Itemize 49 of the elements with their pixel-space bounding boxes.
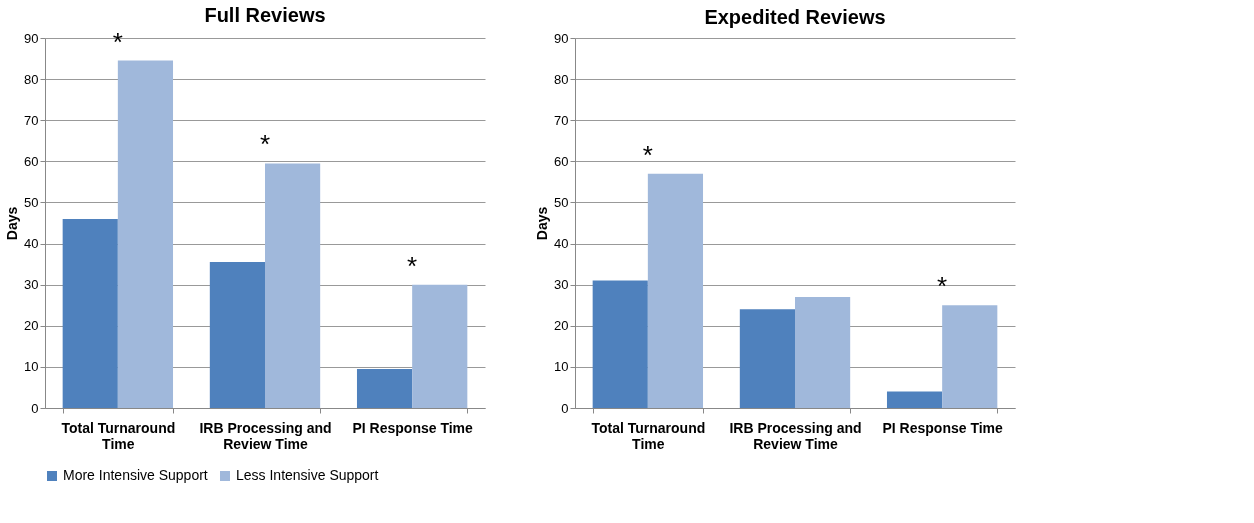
bar	[356, 368, 413, 408]
y-tick-label: 20	[24, 318, 39, 334]
x-tick-label: PI Response Time	[352, 419, 474, 436]
y-axis-title: Days	[4, 206, 21, 241]
y-tick-label: 70	[554, 112, 569, 128]
x-tick-label: Total Turnaround Time	[61, 419, 176, 452]
y-axis-title: Days	[534, 206, 551, 241]
annotation: *	[642, 139, 653, 170]
y-tick-label: 40	[24, 236, 39, 252]
y-tick-label: 30	[24, 277, 39, 293]
y-tick-label: 30	[554, 277, 569, 293]
bar	[942, 305, 998, 408]
y-tick-label: 50	[24, 194, 39, 210]
bar	[412, 284, 468, 408]
bar	[209, 262, 265, 408]
x-tick-label: PI Response Time	[882, 419, 1004, 436]
bar	[117, 60, 174, 408]
bar	[62, 218, 118, 408]
bar	[265, 163, 321, 408]
y-tick-label: 80	[24, 71, 39, 87]
y-tick-label: 0	[31, 400, 39, 416]
y-tick-label: 60	[554, 153, 569, 169]
annotation: *	[937, 271, 948, 302]
x-tick-label: IRB Processing and Review Time	[729, 419, 862, 452]
y-tick-label: 0	[561, 400, 569, 416]
x-tick-label: Total Turnaround Time	[591, 419, 706, 452]
legend-label: Less Intensive Support	[236, 467, 379, 483]
bar	[647, 173, 704, 408]
annotation: *	[112, 26, 123, 57]
y-tick-label: 80	[554, 71, 569, 87]
y-tick-label: 90	[554, 30, 569, 46]
y-tick-label: 50	[554, 194, 569, 210]
y-tick-label: 40	[554, 236, 569, 252]
chart-title: Full Reviews	[204, 3, 326, 26]
bar	[795, 297, 851, 408]
bar	[739, 309, 795, 408]
chart-title: Expedited Reviews	[704, 6, 886, 28]
y-tick-label: 70	[24, 112, 39, 128]
y-tick-label: 10	[554, 359, 569, 375]
y-tick-label: 60	[24, 153, 39, 169]
y-tick-label: 10	[24, 359, 39, 375]
bar	[886, 391, 943, 408]
x-tick-label: IRB Processing and Review Time	[199, 419, 332, 452]
annotation: *	[407, 250, 418, 281]
bar	[592, 280, 648, 408]
legend-label: More Intensive Support	[63, 467, 208, 483]
y-tick-label: 90	[24, 30, 39, 46]
y-tick-label: 20	[554, 318, 569, 334]
annotation: *	[259, 129, 271, 160]
